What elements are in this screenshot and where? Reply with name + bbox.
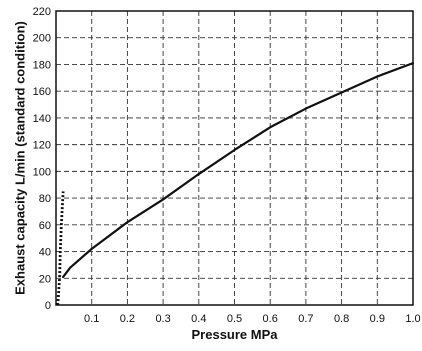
- y-tick-label: 80: [39, 193, 51, 205]
- y-axis-ticks: 0 20 40 60 80 100 120 140 160 180 200 220: [33, 6, 51, 312]
- x-tick-label: 0.2: [120, 313, 135, 325]
- y-tick-label: 200: [33, 33, 51, 45]
- y-tick-label: 140: [33, 113, 51, 125]
- x-tick-label: 0.4: [191, 313, 206, 325]
- x-tick-label: 0.9: [370, 313, 385, 325]
- x-tick-label: 0.6: [263, 313, 278, 325]
- y-tick-label: 160: [33, 86, 51, 98]
- dotted-series-line: [56, 191, 65, 306]
- y-tick-label: 180: [33, 59, 51, 71]
- y-tick-label: 20: [39, 273, 51, 285]
- y-tick-label: 120: [33, 140, 51, 152]
- x-tick-label: 1.0: [405, 313, 420, 325]
- y-axis-title: Exhaust capacity L/min (standard conditi…: [12, 21, 27, 295]
- x-tick-label: 0.8: [334, 313, 349, 325]
- y-tick-label: 40: [39, 247, 51, 259]
- x-tick-label: 0.3: [155, 313, 170, 325]
- x-tick-label: 0.5: [227, 313, 242, 325]
- y-tick-label: 60: [39, 220, 51, 232]
- y-tick-label: 0: [45, 300, 51, 312]
- x-tick-label: 0.7: [298, 313, 313, 325]
- solid-series-line: [62, 62, 415, 279]
- grid-layer: [56, 10, 414, 306]
- y-tick-label: 100: [33, 166, 51, 178]
- plot-area-frame: [55, 10, 414, 306]
- y-tick-label: 220: [33, 6, 51, 18]
- x-axis-title: Pressure MPa: [192, 327, 279, 342]
- x-axis-ticks: 0.1 0.2 0.3 0.4 0.5 0.6 0.7 0.8 0.9 1.0: [84, 313, 421, 325]
- series-layer: [56, 62, 415, 306]
- x-tick-label: 0.1: [84, 313, 99, 325]
